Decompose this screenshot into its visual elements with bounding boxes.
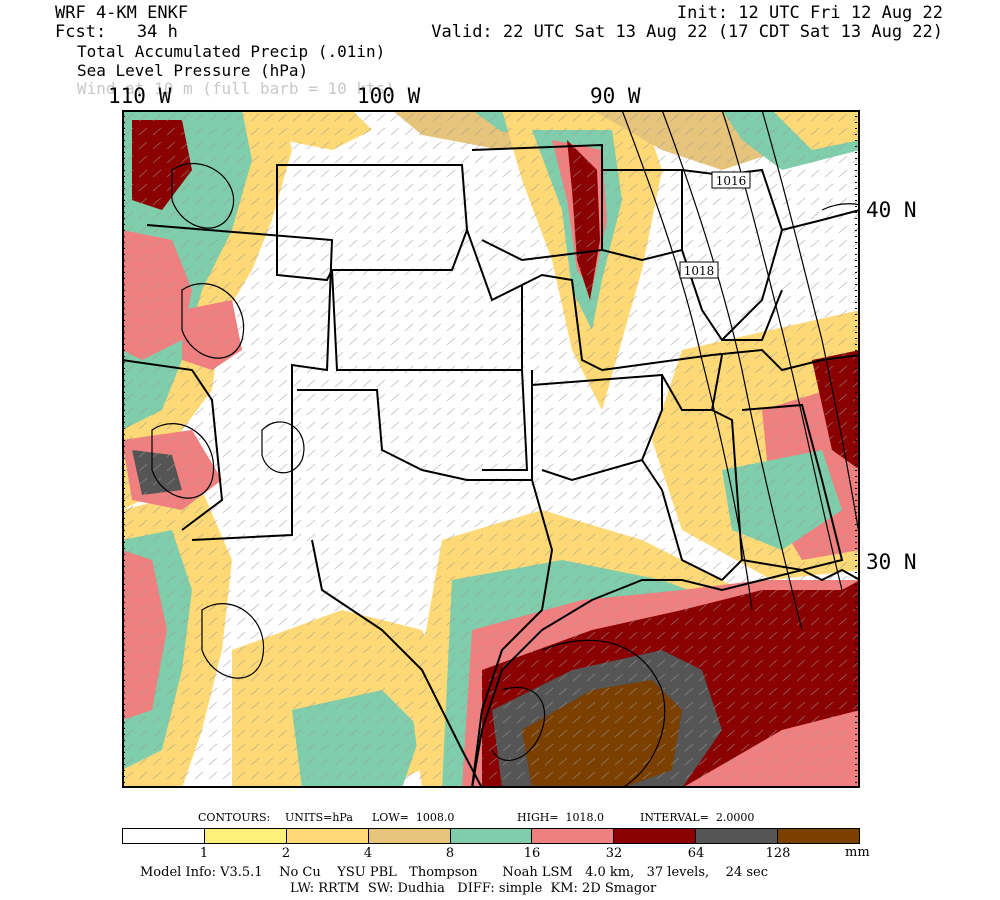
valid-time: Valid: 22 UTC Sat 13 Aug 22 (17 CDT Sat … bbox=[431, 22, 943, 42]
contours-high: HIGH= 1018.0 bbox=[517, 811, 605, 824]
gulf-coastline bbox=[471, 568, 860, 788]
legend-tick-label: 64 bbox=[687, 846, 705, 861]
forecast-hour: Fcst: 34 h bbox=[55, 22, 178, 42]
lon-label-100w: 100 W bbox=[357, 84, 421, 108]
legend-bin bbox=[450, 829, 533, 843]
svg-text:1016: 1016 bbox=[716, 174, 747, 188]
legend-tick-label: 1 bbox=[199, 846, 209, 861]
legend-bin bbox=[204, 829, 287, 843]
wind-barbs bbox=[122, 110, 860, 788]
field-wind: Wind at 10 m (full barb = 10 kts) bbox=[77, 79, 395, 98]
legend-bin bbox=[368, 829, 451, 843]
contours-units: UNITS=hPa bbox=[285, 811, 353, 824]
precip-map: 1016 1018 bbox=[122, 110, 860, 788]
precip-legend bbox=[122, 828, 860, 844]
contours-label: CONTOURS: bbox=[198, 811, 271, 824]
lat-label-40n: 40 N bbox=[866, 198, 917, 222]
model-info-line1: Model Info: V3.5.1 No Cu YSU PBL Thompso… bbox=[140, 865, 768, 880]
legend-tick-label: 2 bbox=[281, 846, 291, 861]
isobar-label-1018: 1018 bbox=[679, 261, 719, 279]
legend-unit: mm bbox=[845, 845, 870, 860]
legend-bin bbox=[696, 829, 779, 843]
legend-bin bbox=[532, 829, 615, 843]
legend-bin bbox=[614, 829, 697, 843]
contours-low: LOW= 1008.0 bbox=[372, 811, 455, 824]
legend-bin bbox=[778, 829, 860, 843]
field-slp: Sea Level Pressure (hPa) bbox=[77, 61, 309, 80]
state-boundaries bbox=[122, 143, 860, 788]
legend-tick-label: 128 bbox=[765, 846, 791, 861]
legend-tick-label: 4 bbox=[363, 846, 373, 861]
init-time: Init: 12 UTC Fri 12 Aug 22 bbox=[676, 3, 943, 23]
legend-tick-label: 32 bbox=[605, 846, 623, 861]
svg-text:1018: 1018 bbox=[684, 264, 715, 278]
frame-ticks-bottom bbox=[123, 783, 859, 787]
legend-bin bbox=[123, 829, 205, 843]
frame-ticks-right bbox=[855, 111, 859, 787]
lon-label-90w: 90 W bbox=[590, 84, 641, 108]
frame-ticks-left bbox=[123, 111, 127, 787]
model-title: WRF 4-KM ENKF bbox=[55, 3, 189, 23]
legend-tick-label: 16 bbox=[523, 846, 541, 861]
frame-ticks-top bbox=[123, 111, 859, 115]
lon-label-110w: 110 W bbox=[108, 84, 172, 108]
field-precip: Total Accumulated Precip (.01in) bbox=[77, 42, 386, 61]
legend-tick-label: 8 bbox=[445, 846, 455, 861]
isobar-label-1016: 1016 bbox=[711, 171, 751, 189]
lat-label-30n: 30 N bbox=[866, 550, 917, 574]
legend-bin bbox=[286, 829, 369, 843]
contours-interval: INTERVAL= 2.0000 bbox=[640, 811, 755, 824]
model-info-line2: LW: RRTM SW: Dudhia DIFF: simple KM: 2D … bbox=[290, 881, 657, 896]
